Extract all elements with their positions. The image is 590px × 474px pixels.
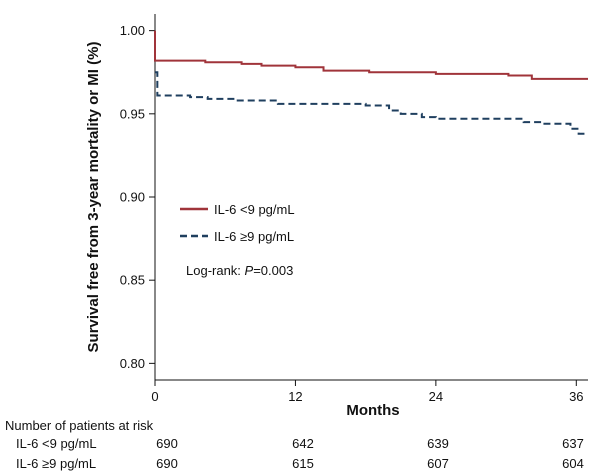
risk-row-label: IL-6 ≥9 pg/mL — [16, 456, 97, 471]
series-line-il6-high — [155, 71, 588, 135]
y-tick-label: 0.95 — [120, 106, 145, 121]
risk-value: 690 — [156, 436, 178, 451]
series-line-il6-low — [154, 30, 588, 80]
x-tick-label: 36 — [569, 389, 583, 404]
risk-value: 637 — [562, 436, 584, 451]
legend: IL-6 <9 pg/mL IL-6 ≥9 pg/mL — [180, 202, 295, 244]
y-tick-label: 0.80 — [120, 356, 145, 371]
series-lines — [154, 30, 588, 135]
risk-value: 639 — [427, 436, 449, 451]
x-tick-label: 24 — [429, 389, 443, 404]
y-axis-title: Survival free from 3-year mortality or M… — [85, 42, 102, 353]
risk-row-label: IL-6 <9 pg/mL — [16, 436, 97, 451]
x-axis-title: Months — [346, 402, 399, 418]
y-tick-label: 0.90 — [120, 190, 145, 205]
x-tick-label: 0 — [151, 389, 158, 404]
axes: 0.80 0.85 0.90 0.95 1.00 0 12 24 36 — [120, 14, 588, 404]
x-tick-label: 12 — [288, 389, 302, 404]
risk-value: 604 — [562, 456, 584, 471]
risk-row: IL-6 <9 pg/mL 690 642 639 637 — [0, 436, 590, 452]
y-tick-label: 0.85 — [120, 273, 145, 288]
risk-value: 642 — [292, 436, 314, 451]
logrank-annotation: Log-rank: P=0.003 — [186, 263, 293, 278]
y-tick-label: 1.00 — [120, 23, 145, 38]
legend-label-il6-high: IL-6 ≥9 pg/mL — [214, 229, 294, 244]
legend-label-il6-low: IL-6 <9 pg/mL — [214, 202, 295, 217]
risk-value: 607 — [427, 456, 449, 471]
risk-table-title: Number of patients at risk — [5, 418, 154, 433]
risk-row: IL-6 ≥9 pg/mL 690 615 607 604 — [0, 456, 590, 472]
risk-value: 690 — [156, 456, 178, 471]
risk-value: 615 — [292, 456, 314, 471]
km-chart: 0.80 0.85 0.90 0.95 1.00 0 12 24 36 IL-6 <9 pg/m… — [85, 14, 588, 418]
